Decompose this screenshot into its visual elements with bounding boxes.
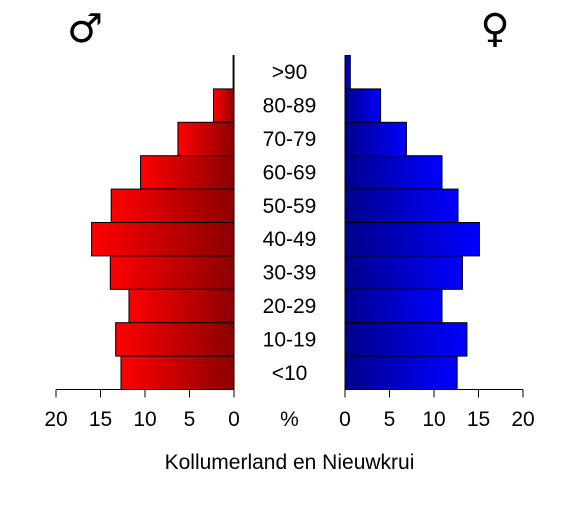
age-category-label: 30-39 <box>263 262 317 285</box>
male-bar-1 <box>213 88 235 123</box>
male-bar-2 <box>177 121 235 157</box>
female-bar-9 <box>344 355 458 391</box>
female-bar-8 <box>344 322 468 357</box>
male-bar-3 <box>140 155 235 190</box>
tick-label: 0 <box>228 408 240 431</box>
tick-labels: 20 15 10 5 0 0 5 10 15 20 <box>44 408 534 431</box>
female-symbol-icon: ♀ <box>480 6 509 52</box>
male-bars <box>91 55 235 391</box>
age-category-label: 20-29 <box>263 295 317 318</box>
age-category-label: 40-49 <box>263 228 317 251</box>
age-category-label: 50-59 <box>263 195 317 218</box>
female-bar-1 <box>344 88 382 123</box>
tick-label: 10 <box>422 408 445 431</box>
male-bar-6 <box>109 255 235 290</box>
age-category-label: 80-89 <box>263 95 317 118</box>
tick-label: 20 <box>44 408 67 431</box>
x-axes <box>55 55 524 398</box>
tick-label: 10 <box>133 408 156 431</box>
tick-label: 20 <box>511 408 534 431</box>
age-category-label: 10-19 <box>263 328 317 351</box>
female-bar-2 <box>344 121 407 157</box>
male-bar-4 <box>110 188 235 224</box>
male-bar-7 <box>128 288 235 324</box>
tick-label: 15 <box>467 408 490 431</box>
tick-label: 15 <box>89 408 112 431</box>
percent-axis-label: % <box>280 408 299 431</box>
female-bar-6 <box>344 255 463 290</box>
tick-label: 5 <box>384 408 396 431</box>
male-bar-8 <box>115 322 235 357</box>
tick-label: 5 <box>184 408 196 431</box>
male-symbol-icon: ♂ <box>67 6 103 52</box>
female-bar-4 <box>344 188 459 224</box>
age-category-label: 70-79 <box>263 128 317 151</box>
female-bar-0 <box>344 55 351 90</box>
female-bars <box>344 55 480 391</box>
tick-label: 0 <box>339 408 351 431</box>
age-category-label: 60-69 <box>263 161 317 184</box>
age-category-label: <10 <box>272 362 308 385</box>
male-bar-9 <box>120 355 235 391</box>
female-bar-3 <box>344 155 443 190</box>
age-category-labels: >90 80-89 70-79 60-69 50-59 40-49 30-39 20-29 10… <box>263 61 317 385</box>
chart-title: Kollumerland en Nieuwkrui <box>165 451 415 474</box>
female-bar-5 <box>344 222 480 257</box>
female-bar-7 <box>344 288 443 324</box>
age-category-label: >90 <box>272 61 308 84</box>
male-bar-5 <box>91 222 235 257</box>
